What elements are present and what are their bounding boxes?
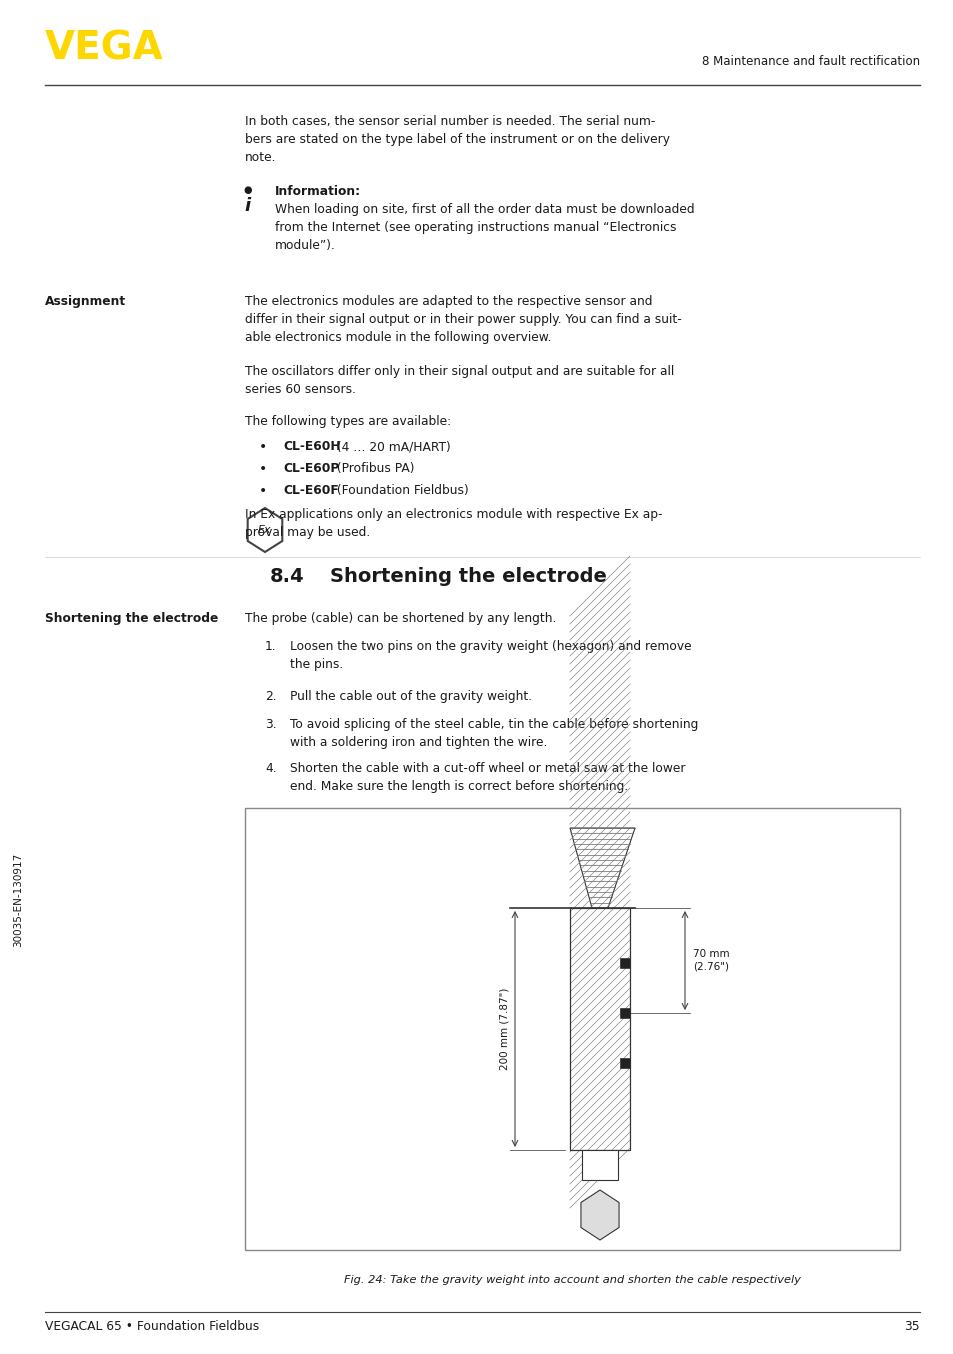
Text: Shorten the cable with a cut-off wheel or metal saw at the lower: Shorten the cable with a cut-off wheel o…: [290, 762, 685, 774]
Text: able electronics module in the following overview.: able electronics module in the following…: [245, 330, 551, 344]
Text: The probe (cable) can be shortened by any length.: The probe (cable) can be shortened by an…: [245, 612, 556, 626]
Text: In Ex applications only an electronics module with respective Ex ap-: In Ex applications only an electronics m…: [245, 508, 661, 521]
Text: In both cases, the sensor serial number is needed. The serial num-: In both cases, the sensor serial number …: [245, 115, 655, 129]
Text: with a soldering iron and tighten the wire.: with a soldering iron and tighten the wi…: [290, 737, 547, 749]
FancyBboxPatch shape: [581, 1150, 618, 1179]
Text: 8.4: 8.4: [270, 567, 304, 586]
Polygon shape: [569, 829, 635, 909]
Text: 200 mm (7.87"): 200 mm (7.87"): [499, 988, 510, 1070]
Text: Shortening the electrode: Shortening the electrode: [330, 567, 606, 586]
Text: i: i: [245, 196, 251, 215]
FancyBboxPatch shape: [619, 1007, 629, 1018]
Text: Loosen the two pins on the gravity weight (hexagon) and remove: Loosen the two pins on the gravity weigh…: [290, 640, 691, 653]
Text: When loading on site, first of all the order data must be downloaded: When loading on site, first of all the o…: [274, 203, 694, 217]
Text: (Profibus PA): (Profibus PA): [333, 462, 415, 475]
Text: 1.: 1.: [265, 640, 276, 653]
Text: module”).: module”).: [274, 240, 335, 252]
Text: Information:: Information:: [274, 185, 361, 198]
Text: Fig. 24: Take the gravity weight into account and shorten the cable respectively: Fig. 24: Take the gravity weight into ac…: [344, 1275, 801, 1285]
Text: differ in their signal output or in their power supply. You can find a suit-: differ in their signal output or in thei…: [245, 313, 681, 326]
Text: 4.: 4.: [265, 762, 276, 774]
Text: •: •: [258, 483, 267, 498]
Text: VEGA: VEGA: [45, 30, 164, 68]
Text: 2.: 2.: [265, 691, 276, 703]
Text: Ex: Ex: [258, 525, 272, 535]
Text: CL-E60H: CL-E60H: [283, 440, 340, 454]
Polygon shape: [580, 1190, 618, 1240]
Text: ●: ●: [244, 185, 252, 195]
Text: CL-E60F: CL-E60F: [283, 483, 338, 497]
Text: 35: 35: [903, 1320, 919, 1332]
Text: (Foundation Fieldbus): (Foundation Fieldbus): [333, 483, 469, 497]
Text: •: •: [258, 462, 267, 477]
Text: VEGACAL 65 • Foundation Fieldbus: VEGACAL 65 • Foundation Fieldbus: [45, 1320, 259, 1332]
Text: CL-E60P: CL-E60P: [283, 462, 339, 475]
Text: The following types are available:: The following types are available:: [245, 414, 451, 428]
FancyBboxPatch shape: [245, 808, 899, 1250]
Text: note.: note.: [245, 152, 276, 164]
Text: •: •: [258, 440, 267, 454]
Text: end. Make sure the length is correct before shortening.: end. Make sure the length is correct bef…: [290, 780, 628, 793]
Text: 30035-EN-130917: 30035-EN-130917: [13, 853, 23, 948]
Text: (4 … 20 mA/HART): (4 … 20 mA/HART): [333, 440, 451, 454]
Text: Pull the cable out of the gravity weight.: Pull the cable out of the gravity weight…: [290, 691, 532, 703]
FancyBboxPatch shape: [619, 1057, 629, 1068]
Text: series 60 sensors.: series 60 sensors.: [245, 383, 355, 395]
Text: proval may be used.: proval may be used.: [245, 525, 370, 539]
FancyBboxPatch shape: [569, 909, 629, 1150]
Text: bers are stated on the type label of the instrument or on the delivery: bers are stated on the type label of the…: [245, 133, 669, 146]
Text: The electronics modules are adapted to the respective sensor and: The electronics modules are adapted to t…: [245, 295, 652, 307]
Text: 8 Maintenance and fault rectification: 8 Maintenance and fault rectification: [701, 56, 919, 68]
Text: To avoid splicing of the steel cable, tin the cable before shortening: To avoid splicing of the steel cable, ti…: [290, 718, 698, 731]
Text: 70 mm
(2.76"): 70 mm (2.76"): [692, 949, 729, 971]
Text: The oscillators differ only in their signal output and are suitable for all: The oscillators differ only in their sig…: [245, 366, 674, 378]
Text: Shortening the electrode: Shortening the electrode: [45, 612, 218, 626]
Text: Assignment: Assignment: [45, 295, 126, 307]
Text: from the Internet (see operating instructions manual “Electronics: from the Internet (see operating instruc…: [274, 221, 676, 234]
Text: the pins.: the pins.: [290, 658, 343, 672]
Text: 3.: 3.: [265, 718, 276, 731]
FancyBboxPatch shape: [619, 959, 629, 968]
